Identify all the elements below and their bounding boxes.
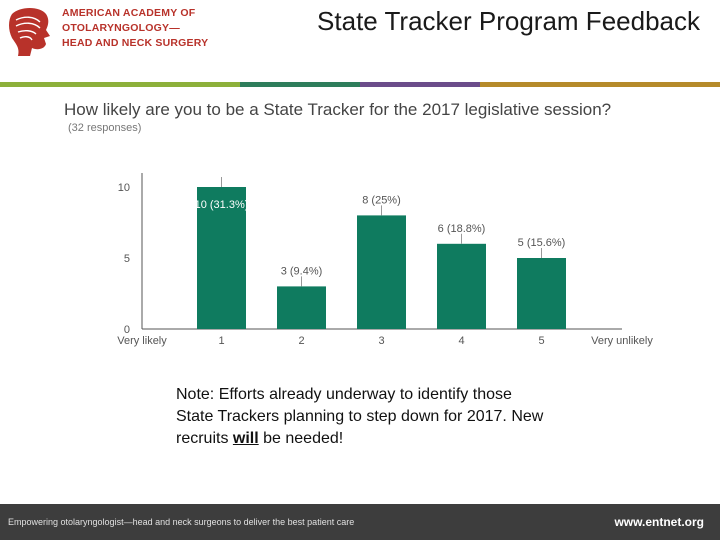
x-tick-label: 2 xyxy=(298,335,304,347)
strip-segment-2 xyxy=(240,82,360,87)
bar-data-label: 6 (18.8%) xyxy=(438,223,486,235)
bar-1 xyxy=(197,187,246,329)
x-tick-label: 1 xyxy=(218,335,224,347)
bar-data-label: 10 (31.3%) xyxy=(195,199,249,211)
head-profile-icon xyxy=(9,8,50,56)
chart-title: How likely are you to be a State Tracker… xyxy=(64,100,612,119)
bar-data-label: 5 (15.6%) xyxy=(518,237,566,249)
bar-3 xyxy=(357,215,406,329)
color-strip xyxy=(0,82,720,87)
bar-data-label: 8 (25%) xyxy=(362,194,401,206)
bar-4 xyxy=(437,243,486,329)
note-line-3-post: be needed! xyxy=(258,430,344,447)
footer: Empowering otolaryngologist—head and nec… xyxy=(0,504,720,540)
strip-segment-1 xyxy=(0,82,240,87)
y-tick-label: 0 xyxy=(124,324,130,336)
note-line-3: recruits will be needed! xyxy=(176,428,606,450)
x-tick-label: 3 xyxy=(378,335,384,347)
strip-segment-4 xyxy=(480,82,720,87)
bar-data-label: 3 (9.4%) xyxy=(281,265,323,277)
note-text: Note: Efforts already underway to identi… xyxy=(176,384,606,450)
y-tick-label: 10 xyxy=(118,182,130,194)
bar-2 xyxy=(277,286,326,329)
note-line-1: Note: Efforts already underway to identi… xyxy=(176,386,512,403)
footer-tagline: Empowering otolaryngologist—head and nec… xyxy=(8,517,355,527)
chart-subtitle: (32 responses) xyxy=(68,122,142,134)
logo-text: AMERICAN ACADEMY OF OTOLARYNGOLOGY— HEAD… xyxy=(62,6,208,51)
x-tick-label: 4 xyxy=(458,335,464,347)
page-title: State Tracker Program Feedback xyxy=(317,6,700,36)
academy-logo: AMERICAN ACADEMY OF OTOLARYNGOLOGY— HEAD… xyxy=(6,4,216,60)
footer-url[interactable]: www.entnet.org xyxy=(614,515,704,529)
logo-line-3: HEAD AND NECK SURGERY xyxy=(62,37,209,49)
bar-5 xyxy=(517,258,566,329)
x-tick-label: 5 xyxy=(538,335,544,347)
logo-line-1: AMERICAN ACADEMY OF xyxy=(62,7,196,19)
x-end-label-left: Very likely xyxy=(117,335,167,347)
x-end-label-right: Very unlikely xyxy=(591,335,653,347)
note-line-2: State Trackers planning to step down for… xyxy=(176,408,544,425)
logo-line-2: OTOLARYNGOLOGY— xyxy=(62,22,180,34)
strip-segment-3 xyxy=(360,82,480,87)
note-emphasis: will xyxy=(232,430,259,447)
note-line-3-pre: recruits xyxy=(176,430,233,447)
y-tick-label: 5 xyxy=(124,253,130,265)
